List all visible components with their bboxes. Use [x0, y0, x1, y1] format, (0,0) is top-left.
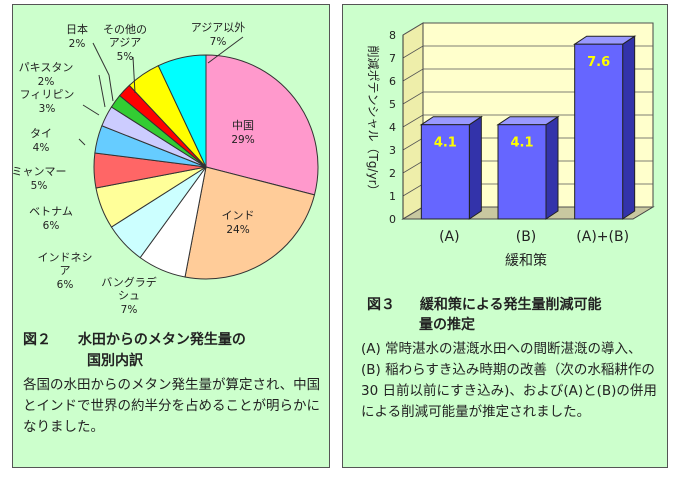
pie-slice-1 [184, 166, 316, 280]
pie-label-line: パキスタン [19, 61, 74, 74]
figure3-caption-number: 図３ [367, 297, 395, 313]
figure2-panel: 中国 29% インド 24% バングラデシュ 7% インドネシア 6% ベトナム 6% ミャンマー 5… [12, 4, 330, 468]
figure3-caption-title: 図３ 緩和策による発生量削減可能 [367, 295, 601, 315]
pie-pct-5: 5% [31, 180, 48, 192]
y-tick-label: 7 [389, 52, 396, 65]
y-tick-label: 2 [389, 167, 396, 180]
y-gridline [402, 22, 653, 36]
y-tick-label: 6 [389, 75, 396, 88]
pie-label-line: タイ [30, 127, 52, 140]
pie-leader-line-9 [92, 42, 114, 102]
pie-label-line: アジア以外 [191, 21, 246, 34]
figure3-caption-line1: 緩和策による発生量削減可能 [419, 297, 602, 313]
pie-leader-line-6 [78, 138, 86, 146]
bar-value-label-1: 4.1 [510, 136, 533, 151]
pie-label-line: バングラデ [101, 275, 157, 289]
bar-value-label-2: 7.6 [587, 55, 610, 70]
bar-2 [574, 43, 624, 220]
pie-label-1: インド [222, 209, 255, 222]
pie-slice-0 [205, 54, 319, 196]
pie-label-6: タイ [30, 127, 52, 140]
y-tick-label: 1 [389, 190, 396, 203]
pie-pct-11: 7% [210, 36, 227, 48]
pie-label-line: 中国 [232, 119, 254, 132]
figure2-caption-number: 図２ [23, 332, 51, 348]
pie-label-line: ア [60, 264, 71, 277]
figure3-body-text: (A) 常時湛水の湛漑水田への間断湛漑の導入、(B) 稲わらすき込み時期の改善（… [361, 341, 657, 420]
y-tick-label: 8 [389, 29, 396, 42]
pie-label-5: ミャンマー [13, 165, 67, 178]
pie-label-line: インド [222, 209, 255, 222]
figure3-panel: 0 1 2 3 4 5 6 7 8 4.1 (A) 4.1 (B) 7.6 (A)+(B) 緩和策 削減ポテンシ… [342, 4, 668, 468]
x-axis-title: 緩和策 [505, 252, 547, 269]
bar-1 [497, 124, 547, 220]
y-tick-label: 3 [389, 144, 396, 157]
pie-pct-2: 7% [121, 304, 138, 316]
pie-pct-4: 6% [43, 220, 60, 232]
y-tick-label: 0 [389, 213, 396, 226]
y-axis-title: 削減ポテンシャル（Tg/yr） [366, 45, 381, 196]
pie-pct-1: 24% [226, 224, 249, 236]
pie-pct-3: 6% [57, 279, 74, 291]
x-tick-label-1: (B) [516, 229, 537, 245]
pie-label-line: ベトナム [29, 205, 73, 218]
pie-label-8: パキスタン [19, 61, 74, 74]
pie-label-3: インドネシア [38, 251, 93, 277]
pie-pct-6: 4% [33, 142, 50, 154]
pie-label-line: その他の [103, 23, 147, 36]
y-tick-label: 4 [389, 121, 396, 134]
figure2-caption-line1: 水田からのメタン発生量の [77, 332, 246, 348]
pie-label-line: 日本 [66, 22, 88, 36]
pie-label-line: フィリピン [20, 88, 75, 101]
pie-leader-line-7 [82, 104, 100, 116]
pie-pct-0: 29% [231, 134, 254, 146]
pie-leader-line-11 [207, 36, 244, 64]
pie-label-4: ベトナム [29, 205, 73, 218]
figure2-caption-title: 図２ 水田からのメタン発生量の [23, 330, 246, 350]
pie-label-line: ミャンマー [13, 165, 67, 178]
pie-label-line: インドネシ [38, 251, 93, 264]
pie-label-11: アジア以外 [191, 21, 246, 34]
y-tick-label: 5 [389, 98, 396, 111]
pie-pct-8: 2% [38, 76, 55, 88]
x-tick-label-0: (A) [439, 229, 460, 245]
pie-leader-line-10 [132, 56, 136, 94]
pie-label-10: その他のアジア [103, 23, 147, 49]
pie-pct-9: 2% [69, 38, 86, 50]
figure3-caption-line2: 量の推定 [419, 317, 475, 333]
pie-chart: 中国 29% インド 24% バングラデシュ 7% インドネシア 6% ベトナム 6% ミャンマー 5… [13, 21, 319, 316]
pie-label-0: 中国 [232, 119, 254, 132]
figure2-body-text: 各国の水田からのメタン発生量が算定され、中国とインドで世界の約半分を占めることが… [23, 377, 321, 435]
pie-slice-11 [157, 54, 207, 168]
bar-chart: 0 1 2 3 4 5 6 7 8 4.1 (A) 4.1 (B) 7.6 (A)+(B) 緩和策 削減ポテンシ… [366, 22, 655, 269]
x-tick-label-2: (A)+(B) [576, 229, 629, 245]
bar-side-1 [545, 115, 559, 220]
pie-label-7: フィリピン [20, 88, 75, 101]
pie-label-line: シュ [118, 289, 140, 302]
bar-side-0 [468, 115, 482, 220]
pie-label-2: バングラデシュ [101, 275, 157, 302]
figure2-caption-line2: 国別内訳 [87, 353, 143, 369]
bar-0 [420, 124, 470, 220]
pie-pct-10: 5% [117, 51, 134, 63]
pie-label-9: 日本 [66, 22, 88, 36]
pie-pct-7: 3% [39, 103, 56, 115]
pie-label-line: アジア [109, 36, 142, 49]
bar-value-label-0: 4.1 [434, 136, 457, 151]
pie-leader-line-8 [98, 74, 106, 108]
bar-side-2 [622, 35, 636, 220]
